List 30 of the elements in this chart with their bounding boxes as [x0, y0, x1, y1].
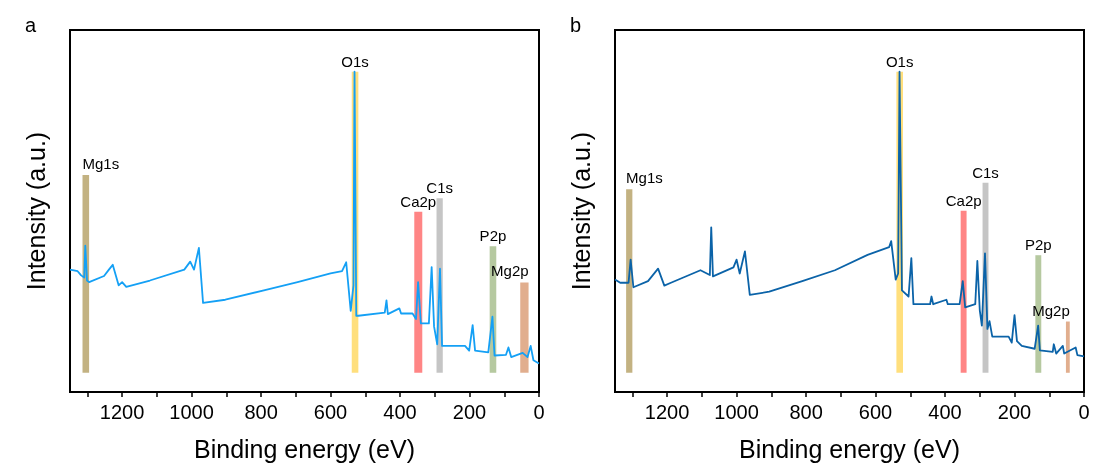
- band-label: Ca2p: [945, 191, 982, 209]
- x-tick-label: 800: [244, 401, 278, 423]
- band-label: C1s: [972, 163, 999, 181]
- x-tick-label: 0: [1078, 401, 1090, 423]
- band-label: Mg1s: [82, 155, 120, 173]
- band-label: O1s: [341, 52, 369, 70]
- band-label: P2p: [479, 227, 507, 245]
- x-tick-label: 400: [383, 401, 417, 423]
- band-label: O1s: [885, 52, 914, 70]
- x-tick-label: 1200: [644, 401, 690, 423]
- y-axis-title: Intensity (a.u.): [21, 131, 50, 291]
- band-label: Mg1s: [626, 169, 663, 187]
- x-tick-label: 800: [789, 401, 823, 423]
- x-tick-label: 200: [452, 401, 487, 423]
- x-tick-label: 1200: [99, 401, 145, 423]
- x-tick-label: 0: [533, 401, 545, 423]
- x-tick-label: 1000: [169, 401, 214, 423]
- chart-title: a: [25, 14, 37, 36]
- band-label: P2p: [1024, 236, 1052, 254]
- band-label: Mg2p: [1032, 301, 1070, 319]
- x-axis-title: Binding energy (eV): [739, 434, 960, 463]
- x-tick-label: 400: [928, 401, 962, 423]
- x-tick-label: 200: [997, 401, 1032, 423]
- x-tick-label: 600: [313, 401, 348, 423]
- band-label: Mg2p: [491, 262, 529, 280]
- x-axis-title: Binding energy (eV): [194, 434, 415, 463]
- x-tick-label: 600: [858, 401, 893, 423]
- chart-title: b: [570, 14, 582, 36]
- y-axis-title: Intensity (a.u.): [566, 131, 595, 291]
- x-tick-label: 1000: [714, 401, 759, 423]
